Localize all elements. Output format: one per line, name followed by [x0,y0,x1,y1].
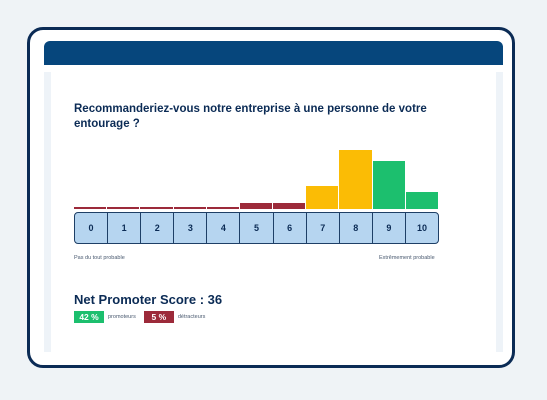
rating-scale: 0 1 2 3 4 5 6 7 8 9 10 [74,212,440,244]
scale-high-label: Extrêmement probable [379,255,435,261]
scale-option-10[interactable]: 10 [404,212,440,244]
scale-option-0[interactable]: 0 [74,212,109,244]
promoters-label: promoteurs [108,314,136,320]
window-header-bar [44,41,503,65]
scale-low-label: Pas du tout probable [74,255,125,261]
scale-option-2[interactable]: 2 [140,212,175,244]
scale-option-4[interactable]: 4 [206,212,241,244]
nps-title: Net Promoter Score : 36 [74,292,223,307]
promoters-badge: 42 % [74,311,104,323]
detractors-badge: 5 % [143,311,174,323]
nps-breakdown: 42 % promoteurs 5 % détracteurs [74,311,213,323]
scale-option-9[interactable]: 9 [371,212,406,244]
detractors-label: détracteurs [177,314,206,320]
scale-option-8[interactable]: 8 [338,212,373,244]
scale-option-7[interactable]: 7 [305,212,340,244]
scale-option-3[interactable]: 3 [173,212,208,244]
scale-option-5[interactable]: 5 [239,212,274,244]
survey-question: Recommanderiez-vous notre entreprise à u… [74,103,427,130]
scale-option-6[interactable]: 6 [272,212,307,244]
scale-option-1[interactable]: 1 [107,212,142,244]
